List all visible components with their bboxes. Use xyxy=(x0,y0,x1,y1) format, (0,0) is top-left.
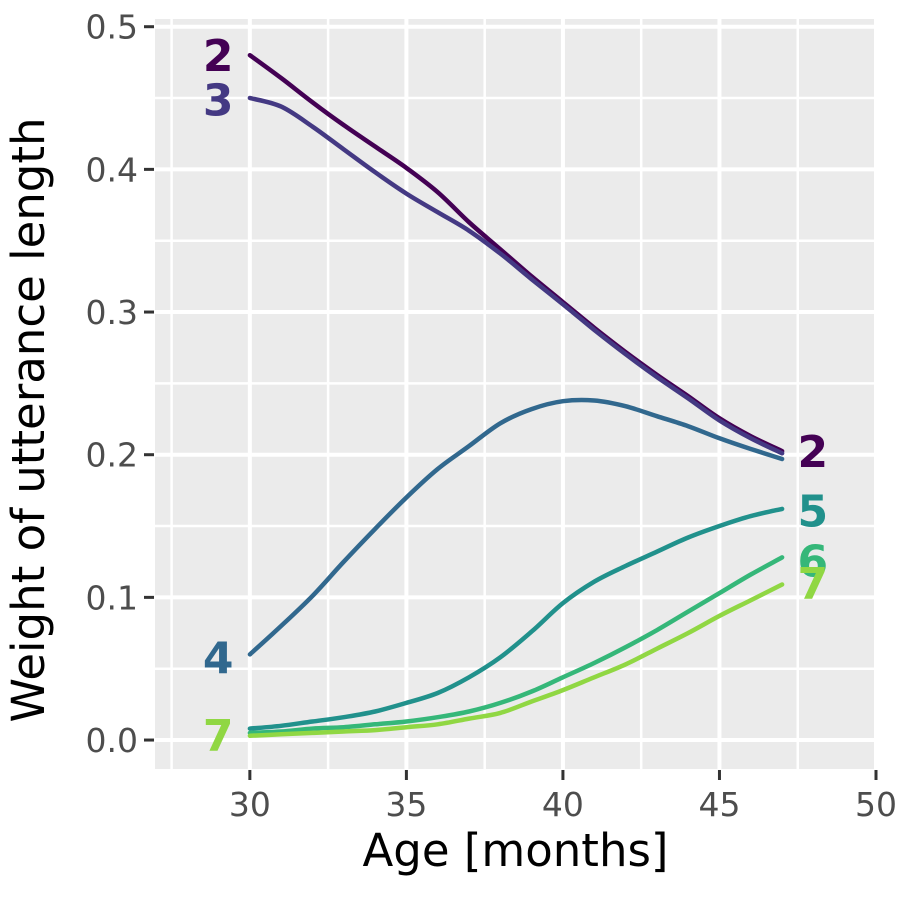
y-tick-label: 0.3 xyxy=(86,293,138,332)
x-tick-label: 35 xyxy=(385,785,427,824)
x-axis-title: Age [months] xyxy=(363,824,669,877)
series-label-7-left: 7 xyxy=(203,711,234,762)
x-tick-label: 45 xyxy=(698,785,740,824)
series-label-2-right: 2 xyxy=(797,427,828,478)
gridlines xyxy=(155,19,878,769)
y-tick-label: 0.1 xyxy=(86,578,138,617)
series-label-5-right: 5 xyxy=(797,486,828,537)
series-label-7-right: 7 xyxy=(797,559,828,610)
series-label-2-left: 2 xyxy=(203,31,234,82)
y-tick-label: 0.2 xyxy=(86,436,138,475)
x-tick-label: 40 xyxy=(542,785,584,824)
series-label-3-left: 3 xyxy=(203,75,234,126)
x-tick-label: 30 xyxy=(229,785,271,824)
y-axis-title: Weight of utterance length xyxy=(2,117,55,722)
plot-panel xyxy=(155,19,876,769)
series-lines xyxy=(247,52,785,739)
series-label-6-right: 6 xyxy=(797,536,828,587)
line-series-6 xyxy=(247,555,785,736)
series-label-4-left: 4 xyxy=(203,633,234,684)
line-series-7 xyxy=(247,582,785,739)
line-series-4 xyxy=(247,397,785,657)
x-tick-label: 50 xyxy=(855,785,897,824)
tick-labels: 30 35 40 45 500.00.10.20.30.40.5 xyxy=(86,8,897,824)
y-tick-label: 0.5 xyxy=(86,8,138,47)
y-tick-label: 0.4 xyxy=(86,150,138,189)
line-series-3 xyxy=(247,95,785,456)
tick-marks xyxy=(144,25,878,780)
line-series-5 xyxy=(247,506,785,731)
y-tick-label: 0.0 xyxy=(86,721,138,760)
